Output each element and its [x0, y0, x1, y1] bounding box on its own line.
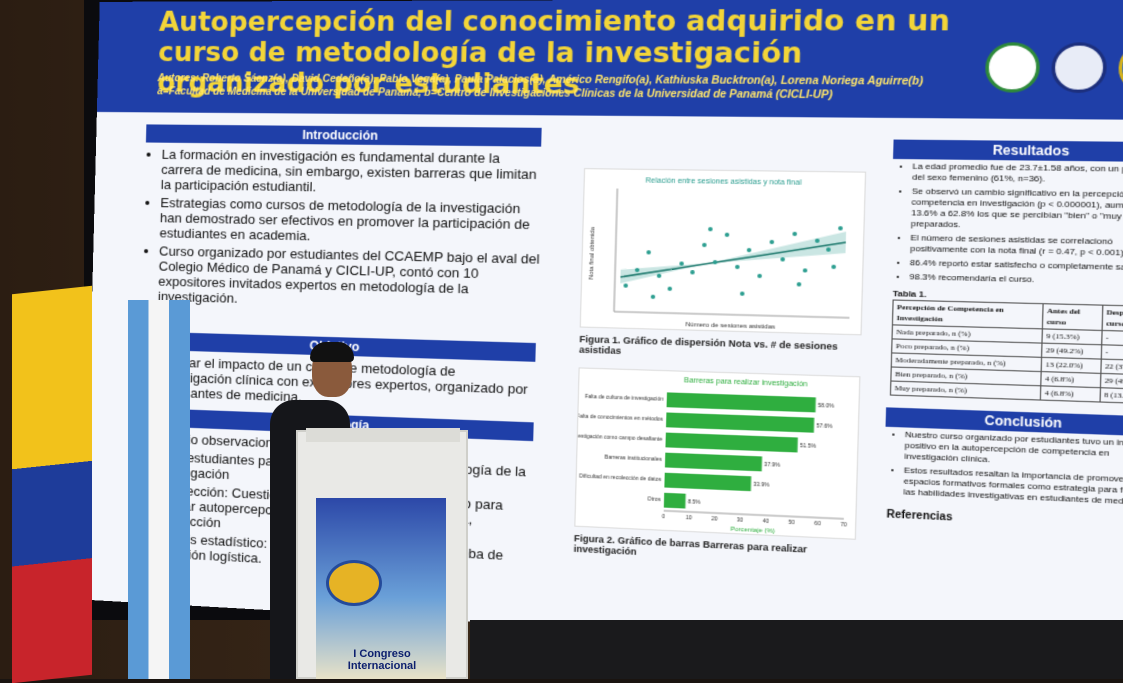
- table-cell: 4 (6.8%): [1040, 386, 1100, 402]
- scatter-point: [668, 287, 673, 291]
- scatter-point: [838, 226, 843, 230]
- bar-data-label: 57.6%: [816, 423, 833, 430]
- bar-svg: Barreras para realizar investigación Falt…: [575, 368, 859, 538]
- bar: [664, 473, 751, 491]
- bar-category-label: Otros: [647, 496, 661, 503]
- bar-chart-title: Barreras para realizar investigación: [684, 377, 808, 389]
- colombia-flag: [12, 286, 92, 683]
- result-item: La edad promedio fue de 23.7±1.58 años, …: [912, 161, 1123, 186]
- bar-x-tick: 0: [662, 514, 666, 521]
- scatter-point: [735, 265, 740, 269]
- table-cell: 8 (13.6%): [1100, 388, 1123, 405]
- references-heading: Referencias: [886, 507, 1123, 536]
- bar-x-label: Porcentaje (%): [730, 526, 775, 534]
- result-item: Se observó un cambio significativo en la…: [911, 186, 1123, 234]
- bar-x-tick: 10: [686, 515, 693, 522]
- scatter-point: [702, 243, 707, 247]
- table-header-cell: Después del curso: [1102, 305, 1123, 332]
- scatter-point: [725, 233, 730, 237]
- bar: [664, 493, 686, 509]
- table-body: Nada preparado, n (%) 9 (15.3%) - Poco prep…: [890, 325, 1123, 404]
- scatter-point: [792, 232, 797, 236]
- bar-x-tick: 70: [840, 522, 847, 529]
- scatter-point: [770, 240, 775, 244]
- bar-data-label: 58.0%: [818, 403, 835, 410]
- intro-item: La formación en investigación es fundame…: [161, 147, 544, 198]
- conclusion-text: Nuestro curso organizado por estudiantes…: [887, 429, 1123, 512]
- scatter-x-label: Número de sesiones asistidas: [685, 322, 775, 331]
- competence-table: Percepción de Competencia en Investigaci…: [890, 299, 1123, 404]
- bar-category-label: Falta de conocimientos en métodos: [576, 413, 663, 423]
- bar: [665, 453, 762, 472]
- scatter-point: [740, 292, 745, 296]
- research-poster: Autopercepción del conocimiento adquirid…: [84, 0, 1123, 662]
- bar-category-label: Barreras institucionales: [605, 454, 663, 463]
- university-seal: [1051, 42, 1107, 93]
- scatter-svg: Relación entre sesiones asistidas y nota…: [581, 169, 865, 334]
- bar-data-label: 51.5%: [800, 443, 817, 450]
- results-list: La edad promedio fue de 23.7±1.58 años, …: [893, 161, 1123, 288]
- bar-data-label: 37.9%: [764, 462, 781, 469]
- bar-x-tick: 50: [788, 520, 795, 527]
- table-header-cell: Antes del curso: [1042, 304, 1102, 331]
- intro-list: La formación en investigación es fundame…: [144, 147, 544, 314]
- conclusion-item: Estos resultados resaltan la importancia…: [903, 465, 1123, 509]
- scatter-point: [690, 270, 695, 274]
- scatter-point: [831, 265, 836, 269]
- intro-item: Curso organizado por estudiantes del CCA…: [158, 243, 541, 313]
- bar-category-label: Falta de cultura de investigación: [585, 394, 664, 403]
- bar-category-label: Investigación como campo desafiante: [575, 433, 662, 443]
- bar: [666, 412, 814, 432]
- scatter-point: [803, 268, 808, 272]
- bar-x-tick: 30: [737, 517, 744, 524]
- guatemala-flag: [128, 300, 190, 679]
- faculty-logo: [985, 42, 1041, 92]
- bar-data-label: 33.9%: [753, 482, 770, 489]
- institution-logos: [985, 42, 1123, 93]
- result-item: 98.3% recomendaría el curso.: [909, 272, 1123, 289]
- scatter-y-label: Nota final obtenida: [589, 226, 597, 279]
- scatter-x-axis: [614, 312, 849, 318]
- speaker-hair: [310, 342, 354, 362]
- poster-authors: Autores: Roberto Sáenz(a), David Cedeño(…: [157, 72, 1054, 104]
- intro-heading: Introducción: [146, 124, 542, 146]
- scatter-title: Relación entre sesiones asistidas y nota…: [645, 177, 802, 187]
- scatter-point: [747, 248, 752, 252]
- bar: [667, 392, 816, 412]
- conclusion-list: Nuestro curso organizado por estudiantes…: [887, 429, 1123, 509]
- results-text: La edad promedio fue de 23.7±1.58 años, …: [893, 161, 1123, 292]
- scatter-point: [797, 282, 802, 286]
- bar-x-tick: 40: [762, 518, 769, 525]
- podium-top: [306, 428, 460, 442]
- scatter-point: [757, 274, 762, 278]
- intro-text: La formación en investigación es fundame…: [144, 147, 544, 317]
- intro-item: Estrategias como cursos de metodología d…: [159, 195, 541, 248]
- podium-banner-text: I Congreso Internacional: [320, 648, 444, 672]
- congress-emblem: [326, 560, 382, 606]
- scatter-plot: Relación entre sesiones asistidas y nota…: [580, 168, 866, 335]
- scatter-point: [708, 227, 713, 231]
- scatter-point: [623, 283, 628, 287]
- bar-category-label: Dificultad en recolección de datos: [579, 473, 662, 483]
- bar-chart: Barreras para realizar investigación Falt…: [574, 367, 860, 539]
- scatter-confidence-band: [620, 228, 846, 289]
- scatter-point: [646, 250, 651, 254]
- bar-x-tick: 60: [814, 521, 821, 528]
- congress-logo: [1118, 42, 1123, 93]
- stage-floor: [470, 620, 1123, 679]
- table-1: Tabla 1. Percepción de Competencia en In…: [890, 289, 1123, 405]
- scatter-y-axis: [614, 189, 617, 312]
- bar-x-tick: 20: [711, 516, 718, 523]
- scatter-point: [713, 260, 718, 264]
- bar-data-label: 8.5%: [688, 499, 701, 506]
- results-heading: Resultados: [893, 140, 1123, 163]
- bar: [665, 433, 797, 453]
- scatter-point: [651, 295, 656, 299]
- result-item: El número de sesiones asistidas se corre…: [910, 233, 1123, 260]
- figure-1-caption: Figura 1. Gráfico de dispersión Nota vs.…: [579, 334, 871, 364]
- poster-header: Autopercepción del conocimiento adquirid…: [97, 0, 1123, 120]
